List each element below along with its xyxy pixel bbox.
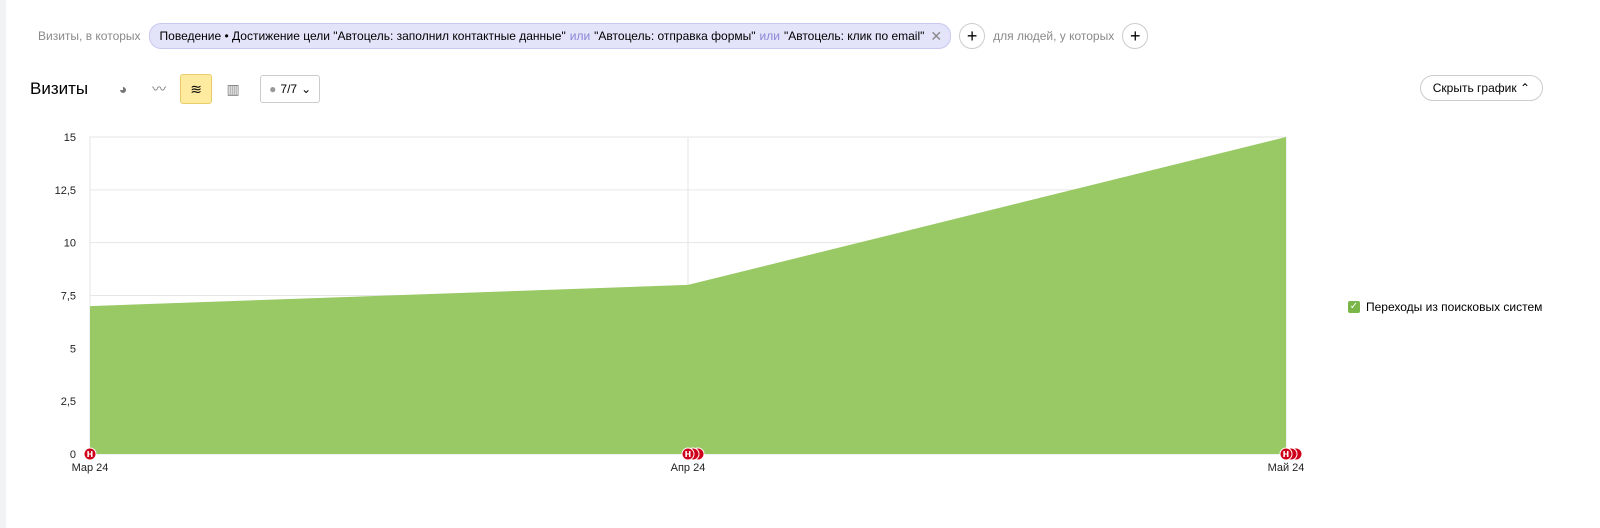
- y-tick-label: 0: [70, 449, 76, 461]
- holiday-icon: н: [1283, 448, 1290, 460]
- chart-toolbar: Визиты ◕ 〰 ≋ ▥ ● 7/7 ⌄: [30, 74, 321, 104]
- goal-2: "Автоцель: отправка формы": [594, 29, 756, 43]
- goal-filter-chip[interactable]: Поведение • Достижение цели "Автоцель: з…: [148, 23, 952, 49]
- checkbox-icon[interactable]: ✓: [1348, 301, 1360, 313]
- close-icon[interactable]: ✕: [930, 27, 943, 44]
- annotation-marker: [1289, 447, 1303, 461]
- annotations-dropdown[interactable]: ● 7/7 ⌄: [260, 75, 321, 103]
- plot-frame: [89, 136, 1287, 455]
- bar-chart-icon[interactable]: ▥: [226, 80, 240, 97]
- x-tick-label: Апр 24: [671, 462, 706, 474]
- goal-3: "Автоцель: клик по email": [783, 29, 925, 43]
- hide-chart-button[interactable]: Скрыть график ⌃: [1419, 75, 1543, 101]
- y-tick-label: 10: [64, 238, 76, 250]
- chip-category: Поведение • Достижение цели: [159, 29, 330, 43]
- legend-item[interactable]: ✓ Переходы из поисковых систем: [1348, 300, 1542, 314]
- annotation-marker: [83, 447, 97, 461]
- left-border: [0, 0, 6, 528]
- annotation-marker: [686, 447, 700, 461]
- x-tick-label: Мар 24: [72, 462, 109, 474]
- chevron-down-icon: ⌄: [301, 82, 312, 96]
- line-chart-icon[interactable]: 〰: [152, 81, 167, 97]
- annotation-marker: [1284, 447, 1298, 461]
- annotations-count: 7/7: [280, 82, 298, 96]
- add-condition-button[interactable]: +: [959, 23, 986, 49]
- legend-label: Переходы из поисковых систем: [1366, 300, 1543, 314]
- annotation-marker: [1279, 447, 1293, 461]
- segment-filter-row: Визиты, в которых Поведение • Достижение…: [38, 23, 1156, 49]
- goal-1: "Автоцель: заполнил контактные данные": [333, 29, 566, 43]
- chart-title: Визиты: [30, 79, 89, 98]
- holiday-icon: н: [685, 448, 692, 460]
- or-label: или: [759, 29, 780, 43]
- holiday-icon: н: [87, 448, 94, 460]
- y-tick-label: 7,5: [61, 291, 76, 303]
- or-label: или: [569, 29, 591, 43]
- y-tick-label: 12,5: [55, 185, 76, 197]
- hide-chart-label: Скрыть график: [1432, 81, 1517, 95]
- stacked-area-icon[interactable]: ≋: [180, 74, 213, 104]
- x-tick-label: Май 24: [1268, 462, 1305, 474]
- people-label: для людей, у которых: [993, 29, 1115, 43]
- series-area: [90, 137, 1286, 454]
- annotation-marker: [681, 447, 695, 461]
- y-tick-label: 2,5: [61, 396, 76, 408]
- pie-chart-icon[interactable]: ◕: [118, 81, 128, 97]
- comment-icon: ●: [269, 82, 277, 96]
- add-people-condition-button[interactable]: +: [1122, 23, 1149, 49]
- y-tick-label: 15: [64, 132, 76, 144]
- chevron-up-icon: ⌃: [1519, 81, 1530, 95]
- annotation-marker: [691, 447, 705, 461]
- filter-prefix: Визиты, в которых: [38, 29, 141, 43]
- y-tick-label: 5: [70, 343, 76, 355]
